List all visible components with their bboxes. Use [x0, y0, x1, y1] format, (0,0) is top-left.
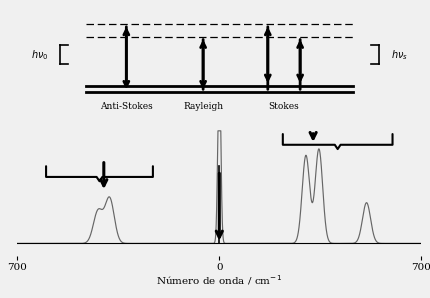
- Text: Rayleigh: Rayleigh: [183, 103, 223, 111]
- Text: Stokes: Stokes: [269, 103, 299, 111]
- Text: $h\nu_0$: $h\nu_0$: [31, 48, 48, 62]
- Text: $h\nu_s$: $h\nu_s$: [391, 48, 408, 62]
- X-axis label: Número de onda / cm$^{-1}$: Número de onda / cm$^{-1}$: [156, 274, 283, 287]
- Text: Anti-Stokes: Anti-Stokes: [100, 103, 153, 111]
